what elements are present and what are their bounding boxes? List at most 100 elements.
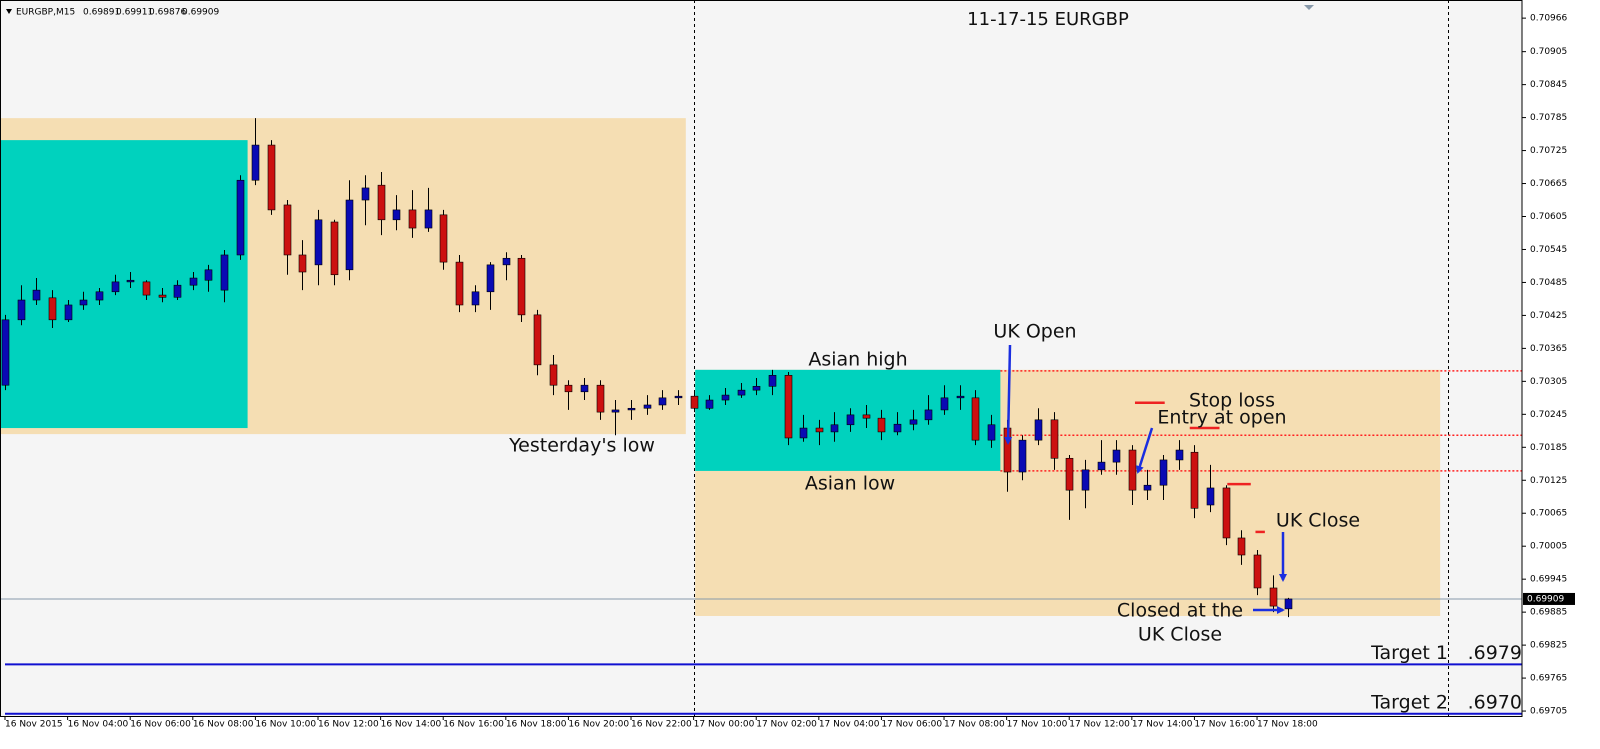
y-tick-label: 0.70785 <box>1530 113 1567 123</box>
candle-body <box>455 261 464 306</box>
y-tick-label: 0.70966 <box>1530 14 1567 24</box>
candle-body <box>1065 457 1074 491</box>
candle-body <box>658 397 667 406</box>
candle-body <box>799 427 808 439</box>
candle-body <box>142 281 151 296</box>
zones <box>0 118 1441 616</box>
candle-body <box>1050 419 1059 459</box>
candle-body <box>1034 419 1043 441</box>
ohlc-high: 0.69911 <box>116 8 153 18</box>
target-name: Target 1 <box>1370 642 1448 664</box>
x-tick-label: 17 Nov 04:00 <box>819 720 880 730</box>
candle-body <box>924 409 933 421</box>
y-tick-label: 0.70185 <box>1530 443 1567 453</box>
annotations: 11-17-15 EURGBP Target 1 .6979 Target 2 .69… <box>508 5 1522 713</box>
annotation: Yesterday's low <box>508 435 655 457</box>
candle-body <box>298 254 307 273</box>
x-tick-label: 16 Nov 10:00 <box>255 720 316 730</box>
candle-body <box>940 397 949 411</box>
candle-body <box>987 424 996 441</box>
candle-body <box>64 304 73 321</box>
candle-body <box>1222 487 1231 539</box>
ohlc-open: 0.69891 <box>83 8 120 18</box>
candle-body <box>690 395 699 409</box>
candle-body <box>611 409 620 413</box>
candle-body <box>627 407 636 411</box>
candle-body <box>32 289 41 301</box>
candle-body <box>1143 484 1152 491</box>
x-tick-label: 17 Nov 02:00 <box>756 720 817 730</box>
candle-body <box>1081 469 1090 491</box>
annotation: Entry at open <box>1157 407 1286 429</box>
x-tick-label: 16 Nov 20:00 <box>568 720 629 730</box>
candle-body <box>752 385 761 391</box>
y-tick-label: 0.69825 <box>1530 641 1567 651</box>
x-tick-label: 17 Nov 10:00 <box>1007 720 1068 730</box>
candle-body <box>1112 449 1121 463</box>
y-tick-label: 0.70545 <box>1530 245 1567 255</box>
candle-body <box>111 281 120 293</box>
zone <box>0 140 248 429</box>
candle-body <box>173 284 182 298</box>
y-tick-label: 0.70845 <box>1530 80 1567 90</box>
candle-body <box>1190 451 1199 509</box>
candle-body <box>549 364 558 386</box>
x-tick-label: 17 Nov 12:00 <box>1069 720 1130 730</box>
candle-body <box>830 424 839 433</box>
candle-body <box>956 395 965 399</box>
candle-body <box>1097 461 1106 471</box>
symbol-label: EURGBP,M15 <box>16 8 75 18</box>
axes: 0.70966 0.70905 0.70845 0.70785 0.70725 0.706… <box>0 0 1575 730</box>
y-tick-label: 0.70905 <box>1530 47 1567 57</box>
candle-body <box>1269 587 1278 607</box>
candle-body <box>330 221 339 276</box>
candle-body <box>815 427 824 433</box>
candle-body <box>705 399 714 409</box>
x-tick-label: 16 Nov 06:00 <box>130 720 191 730</box>
y-tick-label: 0.69705 <box>1530 707 1567 717</box>
lines <box>0 0 1522 716</box>
candle-body <box>79 299 88 306</box>
y-tick-label: 0.70605 <box>1530 212 1567 222</box>
annotation: UK Open <box>993 321 1076 343</box>
candle-body <box>220 254 229 291</box>
candle-body <box>721 394 730 401</box>
y-tick-label: 0.70725 <box>1530 146 1567 156</box>
candle-body <box>1253 554 1262 589</box>
candle-body <box>596 384 605 413</box>
candle-body <box>377 184 386 221</box>
candle-body <box>158 294 167 298</box>
y-tick-label: 0.70305 <box>1530 377 1567 387</box>
y-tick-label: 0.70065 <box>1530 509 1567 519</box>
candle-body <box>1284 598 1293 610</box>
x-tick-label: 16 Nov 04:00 <box>68 720 129 730</box>
x-tick-label: 16 Nov 22:00 <box>631 720 692 730</box>
candle-body <box>564 384 573 393</box>
y-tick-label: 0.70005 <box>1530 542 1567 552</box>
x-tick-label: 17 Nov 08:00 <box>944 720 1005 730</box>
candle-body <box>877 417 886 433</box>
candle-body <box>862 414 871 419</box>
y-tick-label: 0.69945 <box>1530 575 1567 585</box>
candle-body <box>1 319 10 386</box>
target-value: .6979 <box>1468 642 1522 664</box>
y-tick-label: 0.69885 <box>1530 608 1567 618</box>
candle-body <box>1128 449 1137 491</box>
arrow <box>1136 427 1154 474</box>
candle-body <box>471 291 480 306</box>
candle-body <box>502 257 511 266</box>
x-tick-label: 17 Nov 16:00 <box>1194 720 1255 730</box>
target-value: .6970 <box>1468 691 1522 713</box>
candle-body <box>17 299 26 321</box>
candle-body <box>846 414 855 426</box>
candle-body <box>674 395 683 399</box>
candle-body <box>768 375 777 387</box>
candle-body <box>424 209 433 229</box>
x-tick-label: 17 Nov 06:00 <box>881 720 942 730</box>
candle-body <box>909 419 918 425</box>
candle-body <box>314 219 323 266</box>
candle-body <box>1206 487 1215 506</box>
candle-body <box>784 375 793 439</box>
annotation: UK Close <box>1138 624 1222 646</box>
